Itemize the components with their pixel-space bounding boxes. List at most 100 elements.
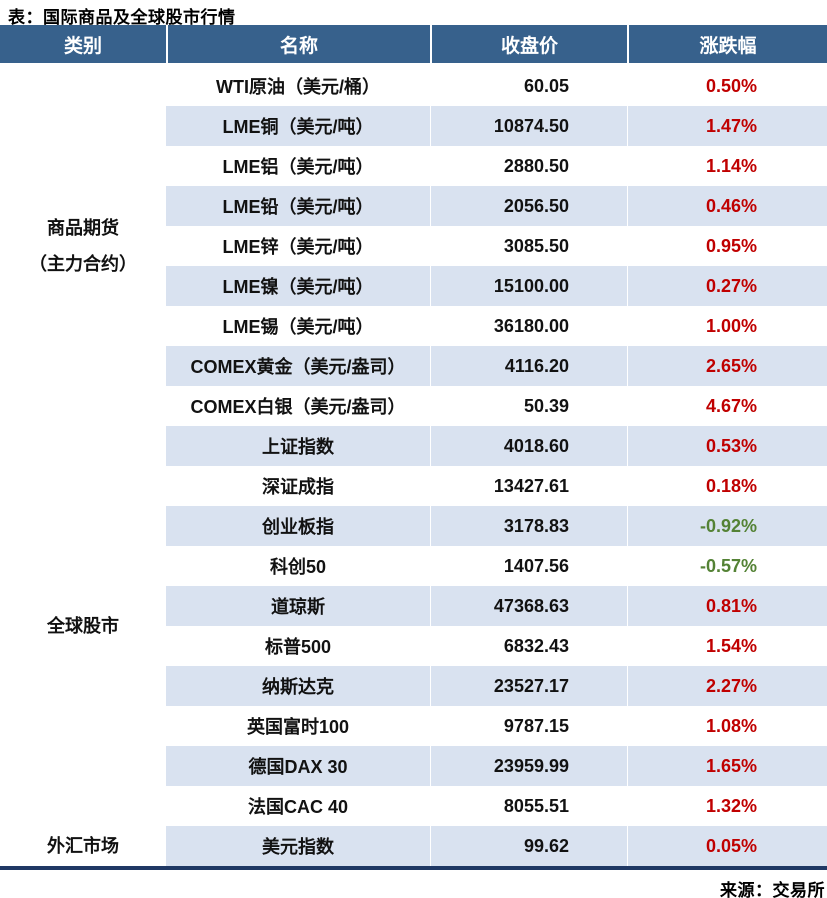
close-price: 2056.50	[430, 186, 627, 226]
source-note: 来源：交易所	[720, 881, 825, 898]
instrument-name: 法国CAC 40	[247, 797, 349, 817]
table-row: LME镍（美元/吨） 15100.00 0.27%	[166, 266, 827, 306]
table-row: 科创50 1407.56 -0.57%	[166, 546, 827, 586]
instrument-name: LME镍（美元/吨）	[222, 277, 374, 297]
close-price: 23959.99	[430, 746, 627, 786]
close-price: 15100.00	[430, 266, 627, 306]
category-label: （主力合约）	[29, 254, 137, 274]
change-percent: 0.50%	[627, 66, 827, 106]
category-cell: 全球股市	[0, 426, 166, 826]
instrument-name: LME铝（美元/吨）	[222, 157, 374, 177]
section-commodity-futures: 商品期货 （主力合约） WTI原油（美元/桶） 60.05 0.50% LME铜…	[0, 66, 827, 426]
table-row: 上证指数 4018.60 0.53%	[166, 426, 827, 466]
instrument-name: LME锡（美元/吨）	[222, 317, 374, 337]
column-header-change: 涨跌幅	[627, 25, 827, 63]
close-price: 3178.83	[430, 506, 627, 546]
table-row: 创业板指 3178.83 -0.92%	[166, 506, 827, 546]
category-cell: 外汇市场	[0, 826, 166, 866]
close-price: 4018.60	[430, 426, 627, 466]
close-price: 9787.15	[430, 706, 627, 746]
instrument-name: 科创50	[269, 557, 327, 577]
category-label: 商品期货	[47, 218, 119, 238]
change-percent: 1.65%	[627, 746, 827, 786]
table-row: LME铝（美元/吨） 2880.50 1.14%	[166, 146, 827, 186]
instrument-name: 创业板指	[262, 517, 334, 537]
section-rows: 上证指数 4018.60 0.53% 深证成指 13427.61 0.18% 创…	[166, 426, 827, 826]
instrument-name: 上证指数	[262, 437, 334, 457]
category-label: 外汇市场	[47, 836, 119, 856]
change-percent: 1.54%	[627, 626, 827, 666]
close-price: 36180.00	[430, 306, 627, 346]
close-price: 8055.51	[430, 786, 627, 826]
section-forex: 外汇市场 美元指数 99.62 0.05%	[0, 824, 827, 866]
instrument-name: WTI原油（美元/桶）	[216, 77, 380, 97]
instrument-name: LME铅（美元/吨）	[222, 197, 374, 217]
change-percent: 2.27%	[627, 666, 827, 706]
table-row: LME锡（美元/吨） 36180.00 1.00%	[166, 306, 827, 346]
instrument-name: LME锌（美元/吨）	[222, 237, 374, 257]
table-row: 法国CAC 40 8055.51 1.32%	[166, 786, 827, 826]
instrument-name: 英国富时100	[246, 717, 350, 737]
instrument-name: 美元指数	[262, 837, 334, 857]
change-percent: 0.46%	[627, 186, 827, 226]
change-percent: 0.27%	[627, 266, 827, 306]
change-percent: 0.05%	[627, 826, 827, 866]
table-row: LME锌（美元/吨） 3085.50 0.95%	[166, 226, 827, 266]
change-percent: 0.53%	[627, 426, 827, 466]
table-row: LME铅（美元/吨） 2056.50 0.46%	[166, 186, 827, 226]
close-price: 10874.50	[430, 106, 627, 146]
close-price: 23527.17	[430, 666, 627, 706]
table-row: 标普500 6832.43 1.54%	[166, 626, 827, 666]
change-percent: 0.95%	[627, 226, 827, 266]
change-percent: 1.32%	[627, 786, 827, 826]
table-row: COMEX白银（美元/盎司） 50.39 4.67%	[166, 386, 827, 426]
section-rows: 美元指数 99.62 0.05%	[166, 826, 827, 866]
section-global-stocks: 全球股市 上证指数 4018.60 0.53% 深证成指 13427.61 0.…	[0, 424, 827, 826]
table-row: WTI原油（美元/桶） 60.05 0.50%	[166, 66, 827, 106]
table-row: 美元指数 99.62 0.05%	[166, 826, 827, 866]
close-price: 1407.56	[430, 546, 627, 586]
table-row: 纳斯达克 23527.17 2.27%	[166, 666, 827, 706]
column-header-close-price: 收盘价	[430, 25, 627, 63]
instrument-name: 道琼斯	[271, 597, 325, 617]
change-percent: -0.92%	[627, 506, 827, 546]
change-percent: 2.65%	[627, 346, 827, 386]
table-row: 道琼斯 47368.63 0.81%	[166, 586, 827, 626]
instrument-name: COMEX白银（美元/盎司）	[190, 397, 406, 417]
instrument-name: 德国DAX 30	[248, 757, 348, 777]
table-row: LME铜（美元/吨） 10874.50 1.47%	[166, 106, 827, 146]
instrument-name: 标普500	[264, 637, 332, 657]
close-price: 6832.43	[430, 626, 627, 666]
close-price: 4116.20	[430, 346, 627, 386]
instrument-name: LME铜（美元/吨）	[222, 117, 374, 137]
column-header-name: 名称	[166, 25, 430, 63]
category-cell: 商品期货 （主力合约）	[0, 66, 166, 426]
change-percent: 1.47%	[627, 106, 827, 146]
table-row: 深证成指 13427.61 0.18%	[166, 466, 827, 506]
instrument-name: 深证成指	[262, 477, 334, 497]
table-title: 表：国际商品及全球股市行情	[8, 8, 236, 27]
change-percent: 0.81%	[627, 586, 827, 626]
column-header-category: 类别	[63, 35, 102, 57]
change-percent: 1.00%	[627, 306, 827, 346]
table-header-row: 类别 名称 收盘价 涨跌幅	[0, 25, 827, 63]
close-price: 60.05	[430, 66, 627, 106]
instrument-name: COMEX黄金（美元/盎司）	[190, 357, 406, 377]
close-price: 47368.63	[430, 586, 627, 626]
category-label: 全球股市	[47, 616, 119, 636]
market-table: 类别 名称 收盘价 涨跌幅 商品期货 （主力合约） WTI原油（美元/桶） 60…	[0, 25, 827, 870]
header-divider	[0, 63, 827, 66]
change-percent: -0.57%	[627, 546, 827, 586]
close-price: 50.39	[430, 386, 627, 426]
instrument-name: 纳斯达克	[262, 677, 334, 697]
change-percent: 0.18%	[627, 466, 827, 506]
close-price: 3085.50	[430, 226, 627, 266]
change-percent: 4.67%	[627, 386, 827, 426]
table-row: 德国DAX 30 23959.99 1.65%	[166, 746, 827, 786]
close-price: 2880.50	[430, 146, 627, 186]
section-rows: WTI原油（美元/桶） 60.05 0.50% LME铜（美元/吨） 10874…	[166, 66, 827, 426]
change-percent: 1.14%	[627, 146, 827, 186]
close-price: 99.62	[430, 826, 627, 866]
close-price: 13427.61	[430, 466, 627, 506]
